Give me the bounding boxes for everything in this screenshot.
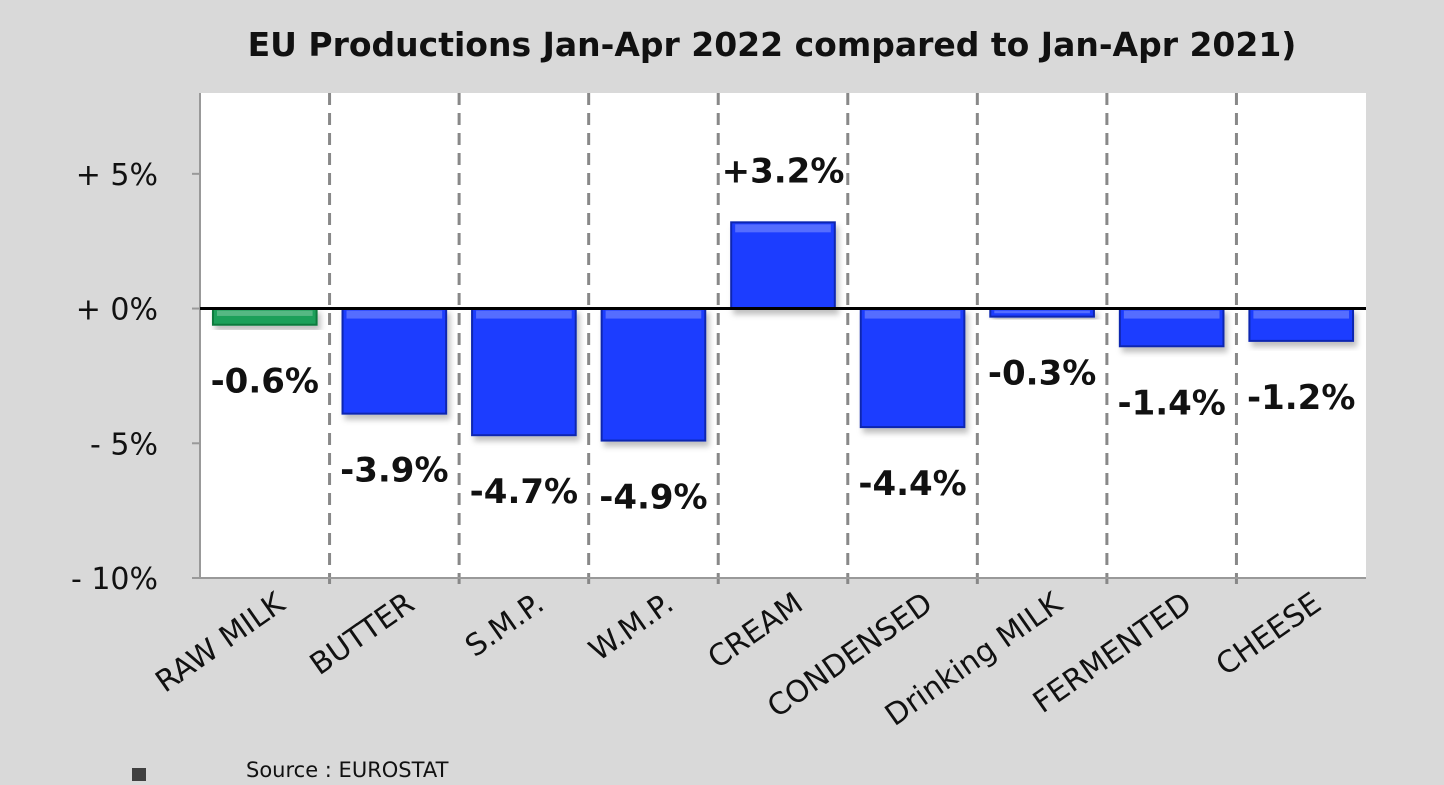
data-label: +3.2% xyxy=(722,151,845,191)
bar-highlight xyxy=(735,224,831,233)
bar-highlight xyxy=(1123,310,1220,319)
data-label: -1.4% xyxy=(1117,383,1225,423)
bar-highlight xyxy=(216,310,313,316)
bar-highlight xyxy=(994,310,1090,314)
bar xyxy=(730,221,836,310)
source-note: Source : EUROSTAT xyxy=(246,758,449,781)
y-tick-label: - 10% xyxy=(71,562,158,597)
category-label: CREAM xyxy=(702,586,810,676)
data-label: -4.9% xyxy=(599,478,707,518)
category-label: CHEESE xyxy=(1210,586,1328,683)
category-label: BUTTER xyxy=(304,586,421,683)
bar-highlight xyxy=(864,310,961,319)
bar xyxy=(859,307,966,429)
y-tick-label: + 5% xyxy=(76,158,158,193)
y-tick-label: - 5% xyxy=(90,427,158,462)
bar xyxy=(1248,307,1355,342)
chart-title: EU Productions Jan-Apr 2022 compared to … xyxy=(248,25,1297,64)
bar-highlight xyxy=(346,310,443,319)
bar-highlight xyxy=(1253,310,1350,319)
bar xyxy=(471,307,577,437)
data-label: -0.3% xyxy=(988,354,1096,394)
decorative-mark xyxy=(132,768,146,781)
category-label: S.M.P. xyxy=(459,586,550,665)
category-label: W.M.P. xyxy=(583,586,680,669)
y-tick-label: + 0% xyxy=(76,293,158,328)
bar-highlight xyxy=(476,310,572,319)
bar xyxy=(600,307,707,442)
category-label: RAW MILK xyxy=(149,585,292,700)
data-label: -0.6% xyxy=(211,362,319,402)
bar-highlight xyxy=(605,310,702,319)
data-label: -4.4% xyxy=(858,464,966,504)
data-label: -3.9% xyxy=(340,451,448,491)
bar xyxy=(341,307,448,415)
data-label: -4.7% xyxy=(470,472,578,512)
data-label: -1.2% xyxy=(1247,378,1355,418)
